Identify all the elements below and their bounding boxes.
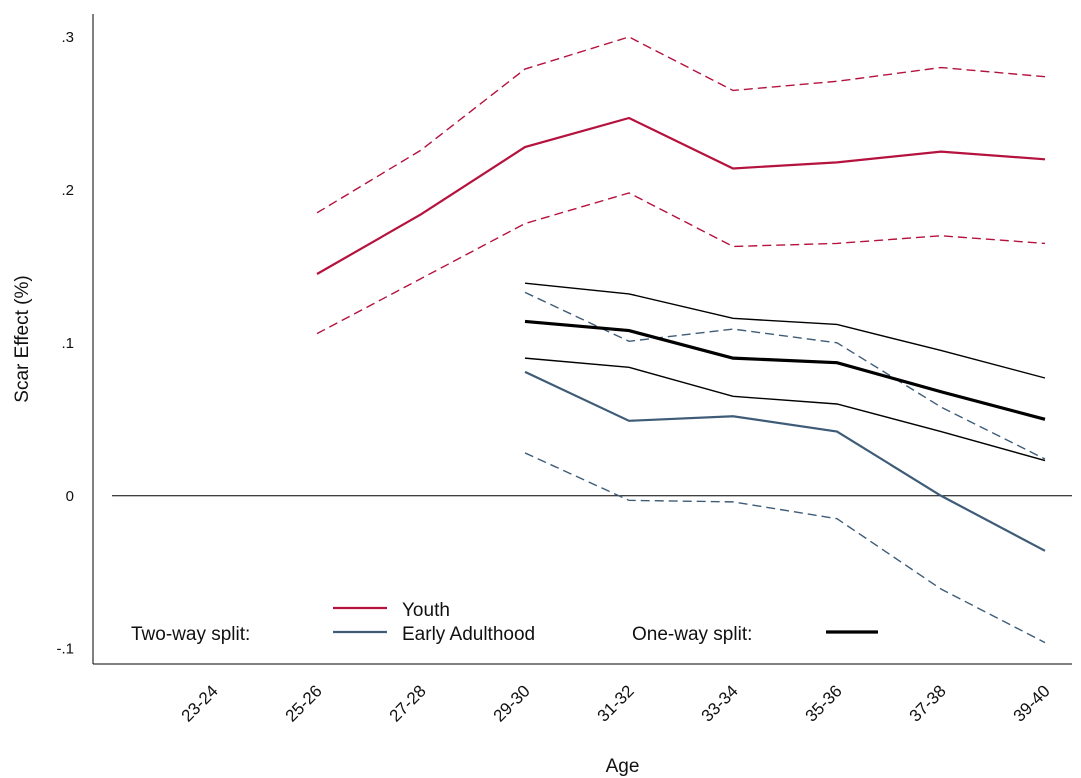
x-tick-label: 39-40 [1010, 681, 1054, 725]
y-tick-label: .2 [61, 182, 74, 199]
y-tick-label: -.1 [56, 641, 74, 658]
y-axis-title: Scar Effect (%) [12, 275, 33, 402]
x-tick-label: 23-24 [178, 681, 222, 725]
x-tick-label: 31-32 [594, 681, 638, 725]
series-line-4 [524, 291, 1046, 460]
x-tick-label: 27-28 [386, 681, 430, 725]
y-tick-label: 0 [66, 488, 74, 505]
series-line-7 [524, 282, 1046, 379]
legend-label-youth: Youth [402, 600, 450, 621]
x-tick-label: 25-26 [282, 681, 326, 725]
series-line-3 [524, 370, 1046, 552]
x-axis-title: Age [606, 756, 640, 777]
series-line-8 [524, 357, 1046, 462]
series-line-0 [316, 116, 1046, 275]
x-tick-label: 29-30 [490, 681, 534, 725]
series-lines [316, 36, 1046, 644]
x-tick-label: 35-36 [802, 681, 846, 725]
y-tick-label: .3 [61, 29, 74, 46]
x-tick-label: 37-38 [906, 681, 950, 725]
axes: -.1 0 .1 .2 .3 23-24 25-26 27-28 29-30 31-32 33-34… [12, 14, 1072, 777]
y-tick-label: .1 [61, 335, 74, 352]
series-line-6 [524, 319, 1046, 421]
legend-two-way-label: Two-way split: [131, 624, 250, 645]
series-line-1 [316, 36, 1046, 214]
x-tick-label: 33-34 [698, 681, 742, 725]
legend: Two-way split: Youth Early Adulthood One-wa… [131, 600, 878, 645]
legend-one-way-label: One-way split: [632, 624, 752, 645]
series-line-5 [524, 452, 1046, 644]
series-line-2 [316, 192, 1046, 335]
legend-label-early-adulthood: Early Adulthood [402, 624, 535, 645]
